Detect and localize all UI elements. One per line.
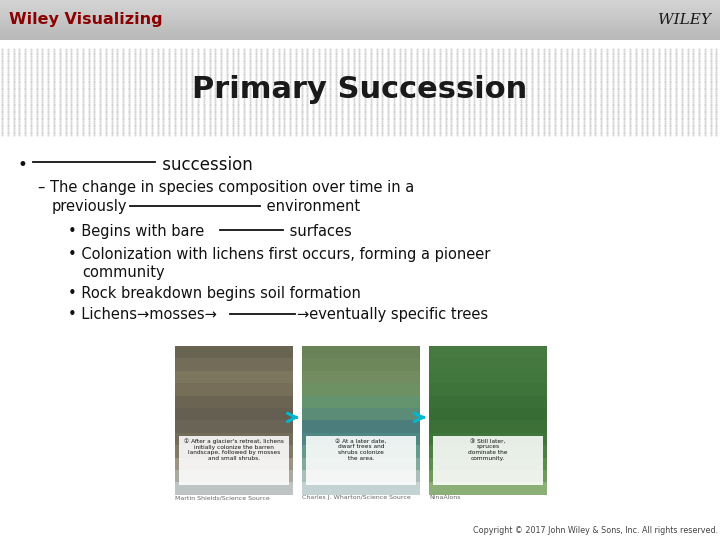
Text: ② At a later date,
dwarf trees and
shrubs colonize
the area.: ② At a later date, dwarf trees and shrub…	[336, 438, 387, 461]
Text: Copyright © 2017 John Wiley & Sons, Inc. All rights reserved.: Copyright © 2017 John Wiley & Sons, Inc.…	[473, 526, 718, 535]
Bar	[175, 346, 293, 359]
Text: surfaces: surfaces	[285, 224, 352, 239]
Bar	[302, 482, 420, 495]
Bar	[429, 346, 547, 359]
Bar	[429, 445, 547, 457]
Bar	[429, 371, 547, 383]
Text: Martin Shields/Science Source: Martin Shields/Science Source	[175, 495, 270, 501]
FancyBboxPatch shape	[306, 436, 416, 485]
Bar	[302, 359, 420, 371]
Bar	[302, 457, 420, 470]
Bar	[175, 445, 293, 457]
Text: • Lichens→mosses→: • Lichens→mosses→	[68, 307, 217, 322]
Text: environment: environment	[262, 199, 360, 214]
Text: Primary Succession: Primary Succession	[192, 75, 528, 104]
Bar	[175, 408, 293, 420]
Bar	[175, 383, 293, 396]
Bar	[429, 408, 547, 420]
Text: – The change in species composition over time in a: – The change in species composition over…	[38, 180, 414, 195]
Text: Charles J. Wharton/Science Source: Charles J. Wharton/Science Source	[302, 495, 410, 501]
Bar	[429, 383, 547, 396]
Text: previously: previously	[52, 199, 127, 214]
Bar	[175, 457, 293, 470]
Bar	[429, 396, 547, 408]
FancyBboxPatch shape	[179, 436, 289, 485]
Bar	[175, 482, 293, 495]
Text: Wiley Visualizing: Wiley Visualizing	[9, 12, 163, 28]
Bar	[429, 470, 547, 482]
Text: • Begins with bare: • Begins with bare	[68, 224, 204, 239]
Bar	[175, 420, 293, 433]
Bar	[302, 433, 420, 445]
Text: ③ Still later,
spruces
dominate the
community.: ③ Still later, spruces dominate the comm…	[468, 438, 508, 461]
Bar	[302, 396, 420, 408]
Bar	[302, 346, 420, 359]
Text: succession: succession	[157, 156, 253, 174]
Text: →eventually specific trees: →eventually specific trees	[297, 307, 488, 322]
Bar	[302, 420, 420, 433]
Bar	[302, 408, 420, 420]
Bar	[175, 470, 293, 482]
Text: WILEY: WILEY	[657, 13, 711, 27]
Bar	[429, 420, 547, 433]
Text: • Rock breakdown begins soil formation: • Rock breakdown begins soil formation	[68, 286, 361, 301]
Text: ① After a glacier's retreat, lichens
initially colonize the barren
landscape, fo: ① After a glacier's retreat, lichens ini…	[184, 438, 284, 461]
Bar	[175, 371, 293, 383]
Bar	[175, 433, 293, 445]
Text: community: community	[82, 265, 165, 280]
Bar	[302, 383, 420, 396]
FancyBboxPatch shape	[433, 436, 543, 485]
Bar	[175, 396, 293, 408]
Text: •: •	[18, 156, 28, 174]
Bar	[429, 433, 547, 445]
Bar	[429, 359, 547, 371]
Bar	[429, 482, 547, 495]
Bar	[302, 371, 420, 383]
Text: NinaAlons: NinaAlons	[429, 495, 461, 501]
Bar	[302, 445, 420, 457]
Bar	[429, 457, 547, 470]
Text: • Colonization with lichens first occurs, forming a pioneer: • Colonization with lichens first occurs…	[68, 247, 490, 262]
Bar	[175, 359, 293, 371]
Bar	[302, 470, 420, 482]
